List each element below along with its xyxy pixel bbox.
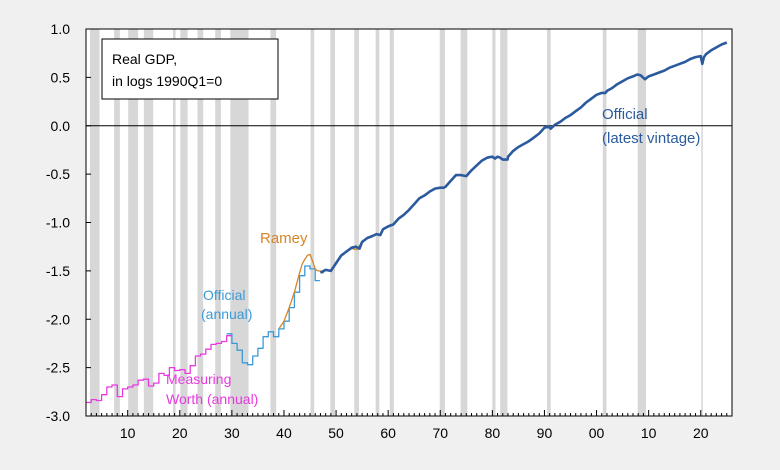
recession-band — [439, 29, 445, 416]
x-tick-label: 90 — [537, 425, 553, 441]
annotation-measuring-worth-2: Worth (annual) — [166, 391, 258, 407]
y-tick-label: 0.5 — [51, 69, 71, 85]
annotation-official-annual-1: Official — [203, 287, 246, 303]
y-tick-label: -1.5 — [46, 263, 70, 279]
y-tick-label: -3.0 — [46, 408, 70, 424]
x-tick-label: 30 — [224, 425, 240, 441]
x-tick-label: 10 — [641, 425, 657, 441]
y-tick-label: -2.5 — [46, 360, 70, 376]
x-axis: 10 20 30 40 50 60 70 80 90 00 10 20 — [85, 410, 733, 441]
annotation-official-annual-2: (annual) — [201, 306, 252, 322]
recession-band — [215, 29, 221, 416]
recession-band — [460, 29, 468, 416]
recession-band — [375, 29, 380, 416]
annotation-official-latest-2: (latest vintage) — [602, 130, 700, 147]
recession-band — [547, 29, 551, 416]
x-tick-label: 00 — [589, 425, 605, 441]
recession-band — [389, 29, 394, 416]
recession-band — [89, 29, 100, 416]
recession-band — [492, 29, 496, 416]
series-line-measuring-worth-annual — [86, 335, 232, 404]
recession-shading — [89, 29, 703, 416]
annotation-ramey: Ramey — [260, 230, 308, 247]
x-tick-label: 60 — [380, 425, 396, 441]
y-tick-label: 1.0 — [51, 21, 71, 37]
x-tick-label: 50 — [328, 425, 344, 441]
x-tick-label: 20 — [172, 425, 188, 441]
x-tick-label: 40 — [276, 425, 292, 441]
legend-line-2: in logs 1990Q1=0 — [112, 73, 222, 89]
legend-frame — [101, 38, 279, 100]
series-line-official-latest-vintage — [319, 41, 728, 274]
annotation-official-latest-1: Official — [602, 106, 648, 123]
recession-band — [500, 29, 508, 416]
legend-box: Real GDP, in logs 1990Q1=0 — [101, 38, 279, 100]
recession-band — [270, 29, 277, 416]
recession-band — [197, 29, 204, 416]
y-tick-label: -2.0 — [46, 311, 70, 327]
x-tick-label: 20 — [693, 425, 709, 441]
recession-band — [180, 29, 188, 416]
y-tick-label: 0.0 — [51, 118, 71, 134]
recession-band — [354, 29, 359, 416]
recession-band — [637, 29, 647, 416]
y-axis: 1.0 0.5 0.0 -0.5 -1.0 -1.5 -2.0 -2.5 -3.0 — [46, 21, 91, 424]
recession-band — [330, 29, 336, 416]
recession-band — [602, 29, 607, 416]
x-tick-label: 80 — [485, 425, 501, 441]
recession-band — [701, 29, 703, 416]
legend-line-1: Real GDP, — [112, 51, 177, 67]
recession-band — [173, 29, 176, 416]
recession-band — [128, 29, 139, 416]
annotation-measuring-worth-1: Measuring — [166, 371, 231, 387]
data-series — [86, 41, 728, 404]
y-tick-label: -1.0 — [46, 215, 70, 231]
recession-band — [310, 29, 315, 416]
y-tick-label: -0.5 — [46, 166, 70, 182]
series-line-official-annual — [226, 265, 320, 366]
x-tick-label: 10 — [120, 425, 136, 441]
x-tick-label: 70 — [432, 425, 448, 441]
recession-band — [143, 29, 154, 416]
recession-band — [114, 29, 120, 416]
